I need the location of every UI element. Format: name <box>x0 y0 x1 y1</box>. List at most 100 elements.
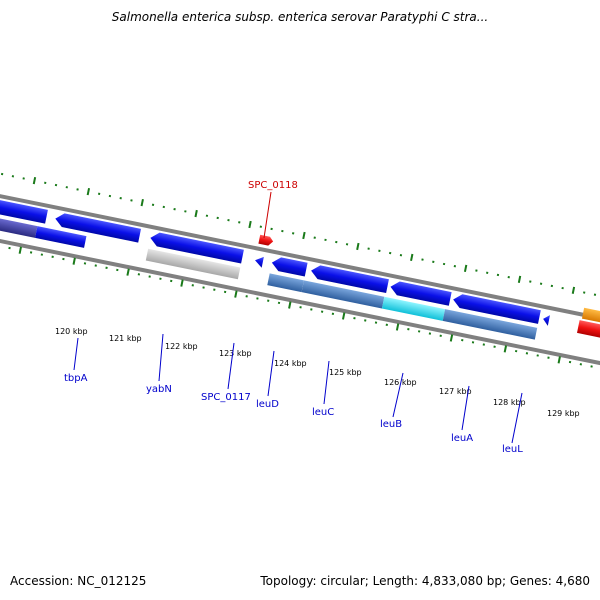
outer-tick-minor <box>54 183 58 187</box>
outer-tick-minor <box>281 229 284 233</box>
gene-leuB[interactable] <box>389 280 452 306</box>
outer-tick-minor <box>119 197 122 200</box>
outer-tick-minor <box>22 177 25 180</box>
gene-leuC[interactable] <box>310 264 389 294</box>
gene-leuL[interactable] <box>542 314 550 326</box>
inner-tick-minor <box>482 343 485 346</box>
outer-tick-minor <box>291 232 295 235</box>
outer-tick-major <box>248 220 252 229</box>
inner-tick-minor <box>202 286 205 289</box>
outer-tick-minor <box>151 203 155 206</box>
outer-tick-minor <box>97 192 101 196</box>
gene-leuA[interactable] <box>452 293 541 324</box>
cds-leuB-cyan <box>381 296 446 321</box>
inner-tick-minor <box>471 341 475 344</box>
outer-tick-minor <box>486 271 489 274</box>
inner-tick-major <box>503 345 508 353</box>
outer-tick-minor <box>442 262 446 266</box>
outer-tick-minor <box>367 247 370 250</box>
inner-tick-minor <box>310 308 313 311</box>
cds-leuA-steel <box>442 309 538 340</box>
gene-right-red[interactable] <box>577 320 600 346</box>
inner-tick-minor <box>579 363 583 366</box>
inner-tick-major <box>72 257 76 265</box>
inner-tick-major <box>180 279 184 287</box>
inner-tick-major <box>126 268 130 276</box>
outer-tick-minor <box>238 221 241 224</box>
inner-tick-minor <box>514 349 518 353</box>
inner-tick-minor <box>493 345 496 348</box>
outer-tick-minor <box>259 225 263 228</box>
accession-text: Accession: NC_012125 <box>10 574 147 588</box>
inner-tick-minor <box>428 332 432 335</box>
outer-tick-major <box>356 242 360 251</box>
outer-tick-minor <box>399 254 403 257</box>
inner-tick-minor <box>439 334 442 337</box>
inner-tick-minor <box>364 319 367 322</box>
inner-tick-major <box>395 323 400 331</box>
inner-tick-minor <box>245 295 248 298</box>
outer-tick-minor <box>378 249 381 253</box>
outer-tick-minor <box>345 243 349 246</box>
outer-tick-major <box>410 253 414 262</box>
inner-tick-minor <box>29 251 33 254</box>
gene-spc0118[interactable] <box>258 234 274 247</box>
inner-tick-minor <box>568 360 572 364</box>
outer-tick-minor <box>507 275 510 279</box>
gene-right-orange[interactable] <box>581 307 600 331</box>
outer-tick-minor <box>0 172 4 176</box>
outer-tick-minor <box>76 188 79 191</box>
spc0118-leader <box>263 191 272 239</box>
topology-text: Topology: circular; Length: 4,833,080 bp… <box>260 574 590 588</box>
gene-spc0117[interactable] <box>254 255 264 268</box>
kbp-label-120: 120 kbp <box>55 327 88 336</box>
gene-left-2[interactable] <box>54 212 141 243</box>
outer-tick-major <box>302 231 306 240</box>
outer-tick-major <box>32 177 37 185</box>
backbone-outer <box>0 167 600 351</box>
inner-tick-minor <box>40 253 44 256</box>
outer-tick-minor <box>561 286 564 290</box>
inner-tick-minor <box>536 354 539 357</box>
inner-tick-minor <box>320 310 324 313</box>
outer-tick-minor <box>475 269 478 272</box>
backbone-inner <box>0 210 600 394</box>
outer-tick-minor <box>421 258 424 261</box>
kbp-label-124: 124 kbp <box>274 359 307 368</box>
inner-scale-ticks <box>8 246 593 368</box>
outer-tick-major <box>86 188 91 196</box>
outer-tick-major <box>571 286 576 294</box>
gene-yabN[interactable] <box>149 231 244 264</box>
outer-tick-minor <box>388 251 392 255</box>
inner-tick-major <box>18 246 22 254</box>
kbp-label-128: 128 kbp <box>493 398 526 407</box>
label-tbpA: tbpA <box>64 373 88 384</box>
kbp-label-122: 122 kbp <box>165 342 198 351</box>
outer-tick-minor <box>227 218 230 222</box>
inner-tick-minor <box>267 299 270 302</box>
gene-left-1[interactable] <box>0 190 48 224</box>
inner-tick-minor <box>374 321 378 324</box>
kbp-label-127: 127 kbp <box>439 387 472 396</box>
inner-tick-minor <box>8 246 11 250</box>
kbp-label-123: 123 kbp <box>219 349 252 358</box>
inner-tick-minor <box>353 317 356 320</box>
outer-tick-minor <box>130 199 133 202</box>
outer-scale-ticks <box>0 172 597 296</box>
outer-tick-minor <box>11 175 15 178</box>
cds-leuC-steel <box>301 280 385 309</box>
gene-leader-lines <box>73 333 523 444</box>
outer-tick-major <box>517 275 522 283</box>
outer-tick-minor <box>496 273 500 277</box>
label-leuC: leuC <box>312 407 334 418</box>
map-title: Salmonella enterica subsp. enterica sero… <box>111 10 489 24</box>
outer-tick-minor <box>324 238 327 242</box>
inner-tick-minor <box>385 323 388 326</box>
inner-tick-minor <box>299 306 302 309</box>
outer-tick-minor <box>44 181 47 185</box>
gene-leuD[interactable] <box>270 256 308 277</box>
kbp-label-125: 125 kbp <box>329 368 362 377</box>
outer-tick-minor <box>550 284 554 288</box>
